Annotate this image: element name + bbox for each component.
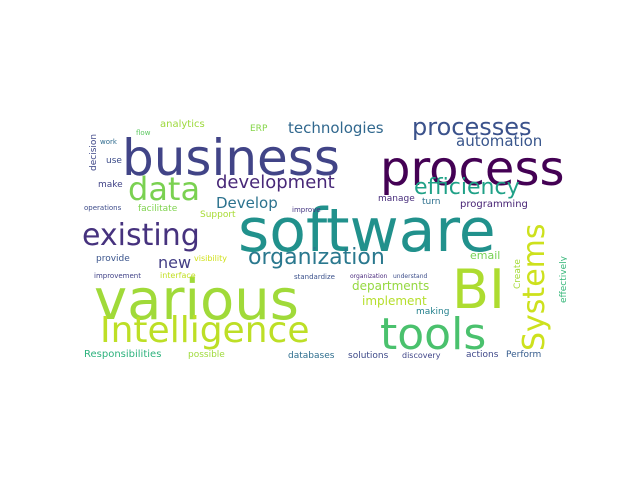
word-Develop: Develop bbox=[216, 194, 278, 212]
word-departments: departments bbox=[352, 279, 430, 293]
word-discovery: discovery bbox=[402, 351, 441, 360]
word-programming: programming bbox=[460, 199, 528, 210]
word-use: use bbox=[106, 156, 122, 166]
word-manage: manage bbox=[378, 194, 415, 204]
word-organization: organization bbox=[248, 245, 385, 270]
word-solutions: solutions bbox=[348, 351, 389, 361]
word-decision: decision bbox=[89, 133, 99, 171]
word-interface: interface bbox=[160, 271, 196, 280]
word-improvement: improvement bbox=[94, 272, 141, 280]
word-databases: databases bbox=[288, 351, 335, 361]
word-visibility: visibility bbox=[194, 254, 227, 263]
word-flow: flow bbox=[136, 129, 151, 137]
word-tools: tools bbox=[380, 309, 487, 360]
word-automation: automation bbox=[456, 132, 543, 150]
word-making: making bbox=[416, 307, 450, 317]
word-Systems: Systems bbox=[517, 223, 552, 352]
word-Create: Create bbox=[513, 259, 523, 289]
word-standardize: standardize bbox=[294, 273, 335, 281]
word-organization-small: organization bbox=[350, 273, 388, 280]
word-turn: turn bbox=[422, 197, 441, 207]
word-existing: existing bbox=[82, 218, 200, 253]
word-implement: implement bbox=[362, 294, 427, 308]
word-email: email bbox=[470, 249, 501, 262]
word-cloud: software various business process BI Int… bbox=[80, 115, 567, 365]
word-software: software bbox=[238, 196, 496, 266]
word-development: development bbox=[216, 172, 335, 193]
word-effectively: effectively bbox=[559, 256, 567, 303]
word-operations: operations bbox=[84, 204, 122, 212]
word-new: new bbox=[158, 253, 192, 272]
word-Intelligence: Intelligence bbox=[100, 310, 310, 351]
word-improve: improve bbox=[292, 206, 321, 214]
word-process: process bbox=[380, 141, 565, 197]
word-facilitate: facilitate bbox=[138, 204, 178, 214]
word-possible: possible bbox=[188, 350, 225, 360]
word-Perform: Perform bbox=[506, 350, 542, 360]
word-work: work bbox=[100, 138, 117, 146]
word-analytics: analytics bbox=[160, 119, 205, 130]
word-understand: understand bbox=[393, 273, 428, 280]
word-various: various bbox=[94, 268, 299, 333]
word-efficiency: efficiency bbox=[414, 175, 520, 200]
word-business: business bbox=[122, 129, 340, 187]
word-provide: provide bbox=[96, 254, 130, 264]
word-make: make bbox=[98, 180, 123, 190]
word-Responsibilities: Responsibilities bbox=[84, 349, 162, 360]
word-actions: actions bbox=[466, 350, 499, 360]
word-processes: processes bbox=[412, 115, 532, 141]
word-Support: Support bbox=[200, 210, 236, 220]
word-ERP: ERP bbox=[250, 124, 268, 134]
word-BI: BI bbox=[452, 258, 505, 321]
word-data: data bbox=[128, 170, 201, 208]
word-technologies: technologies bbox=[288, 119, 384, 137]
